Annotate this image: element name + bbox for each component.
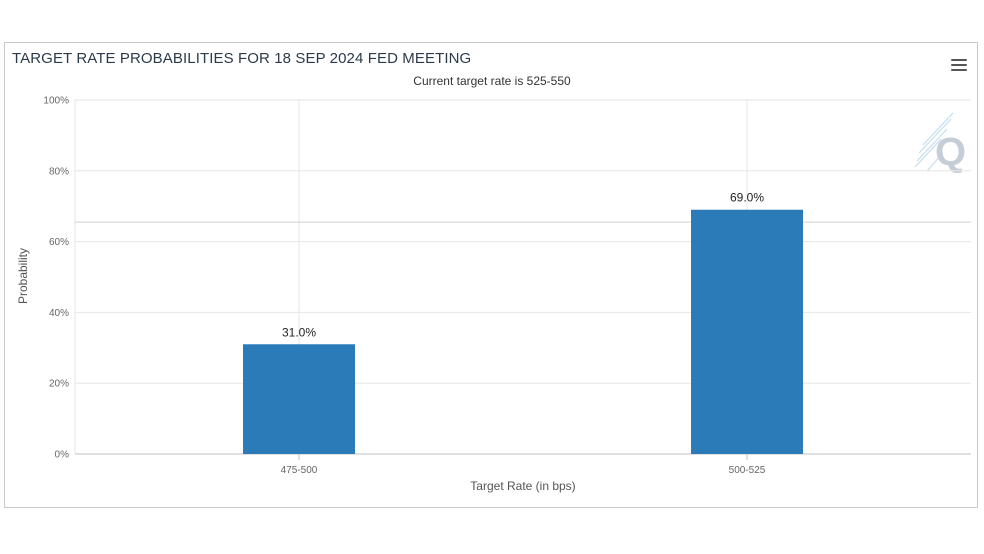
x-axis-ticks: 475-500 500-525 — [281, 454, 766, 476]
x-tick-label: 500-525 — [729, 465, 766, 476]
y-tick-label: 20% — [49, 379, 69, 390]
chart-container: TARGET RATE PROBABILITIES FOR 18 SEP 202… — [4, 42, 978, 508]
bars: 31.0% 69.0% — [243, 191, 803, 454]
y-tick-label: 0% — [55, 450, 70, 461]
y-axis-ticks: 0% 20% 40% 60% 80% 100% — [43, 96, 69, 461]
bar-chart: 0% 20% 40% 60% 80% 100% 31.0% 69.0% 475-500 500… — [16, 96, 971, 493]
chart-title: TARGET RATE PROBABILITIES FOR 18 SEP 202… — [12, 50, 472, 67]
bar-475-500[interactable] — [243, 344, 355, 454]
q-logo-letter: Q — [935, 130, 966, 173]
hamburger-menu-icon[interactable] — [951, 59, 967, 71]
q-logo-icon: Q — [914, 112, 966, 173]
data-label-475-500: 31.0% — [282, 325, 316, 339]
y-tick-label: 40% — [49, 308, 69, 319]
y-tick-label: 80% — [49, 166, 69, 177]
x-tick-label: 475-500 — [281, 465, 318, 476]
y-tick-label: 60% — [49, 237, 69, 248]
grid-lines — [74, 99, 971, 455]
y-tick-label: 100% — [43, 96, 69, 107]
x-axis-label: Target Rate (in bps) — [470, 479, 575, 493]
bar-500-525[interactable] — [691, 209, 803, 454]
y-axis-label: Probability — [16, 248, 30, 304]
chart-subtitle: Current target rate is 525-550 — [413, 74, 571, 88]
data-label-500-525: 69.0% — [730, 191, 764, 205]
